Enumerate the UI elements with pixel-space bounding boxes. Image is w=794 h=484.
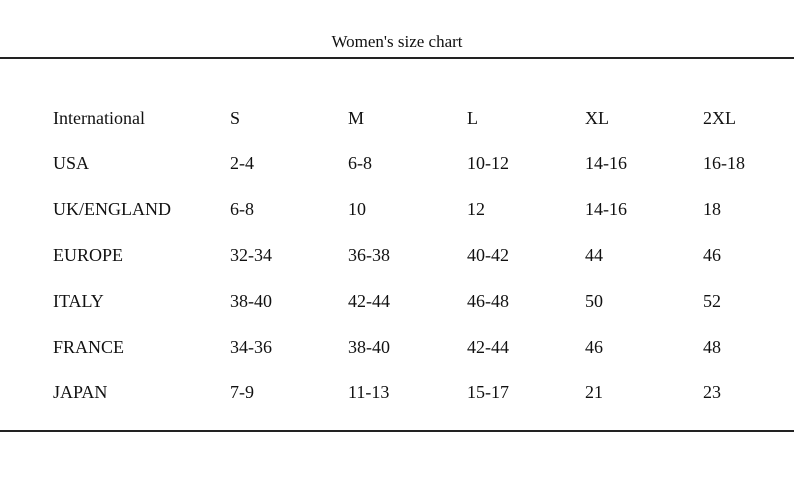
- header-cell: XL: [585, 108, 609, 128]
- size-cell: 16-18: [703, 153, 745, 173]
- top-rule: [0, 57, 794, 59]
- size-cell: 46-48: [467, 291, 509, 311]
- size-cell: 23: [703, 382, 721, 402]
- size-cell: 6-8: [348, 153, 372, 173]
- size-cell: 10-12: [467, 153, 509, 173]
- size-cell: 38-40: [230, 291, 272, 311]
- size-cell: 21: [585, 382, 603, 402]
- row-label: FRANCE: [53, 337, 125, 357]
- header-cell: L: [467, 108, 478, 128]
- size-cell: 18: [703, 199, 721, 219]
- title: Women's size chart: [331, 32, 463, 51]
- size-cell: 11-13: [348, 382, 390, 402]
- row-label: ITALY: [53, 291, 104, 311]
- size-cell: 7-9: [230, 382, 254, 402]
- size-cell: 32-34: [230, 245, 272, 265]
- row-label: JAPAN: [53, 382, 108, 402]
- size-cell: 2-4: [230, 153, 254, 173]
- row-label: USA: [53, 153, 90, 173]
- size-cell: 15-17: [467, 382, 509, 402]
- size-cell: 12: [467, 199, 485, 219]
- size-cell: 46: [585, 337, 603, 357]
- row-label: EUROPE: [53, 245, 124, 265]
- header-cell: 2XL: [703, 108, 736, 128]
- header-cell: S: [230, 108, 241, 128]
- size-cell: 52: [703, 291, 721, 311]
- size-cell: 40-42: [467, 245, 509, 265]
- bottom-rule: [0, 430, 794, 432]
- size-cell: 50: [585, 291, 603, 311]
- size-cell: 46: [703, 245, 721, 265]
- size-cell: 34-36: [230, 337, 272, 357]
- size-cell: 42-44: [348, 291, 390, 311]
- size-cell: 42-44: [467, 337, 509, 357]
- header-cell: M: [348, 108, 365, 128]
- size-cell: 48: [703, 337, 721, 357]
- size-cell: 6-8: [230, 199, 254, 219]
- header-cell: International: [53, 108, 145, 128]
- size-cell: 36-38: [348, 245, 390, 265]
- size-cell: 38-40: [348, 337, 390, 357]
- size-cell: 10: [348, 199, 366, 219]
- row-label: UK/ENGLAND: [53, 199, 171, 219]
- size-cell: 44: [585, 245, 603, 265]
- size-cell: 14-16: [585, 199, 627, 219]
- size-cell: 14-16: [585, 153, 627, 173]
